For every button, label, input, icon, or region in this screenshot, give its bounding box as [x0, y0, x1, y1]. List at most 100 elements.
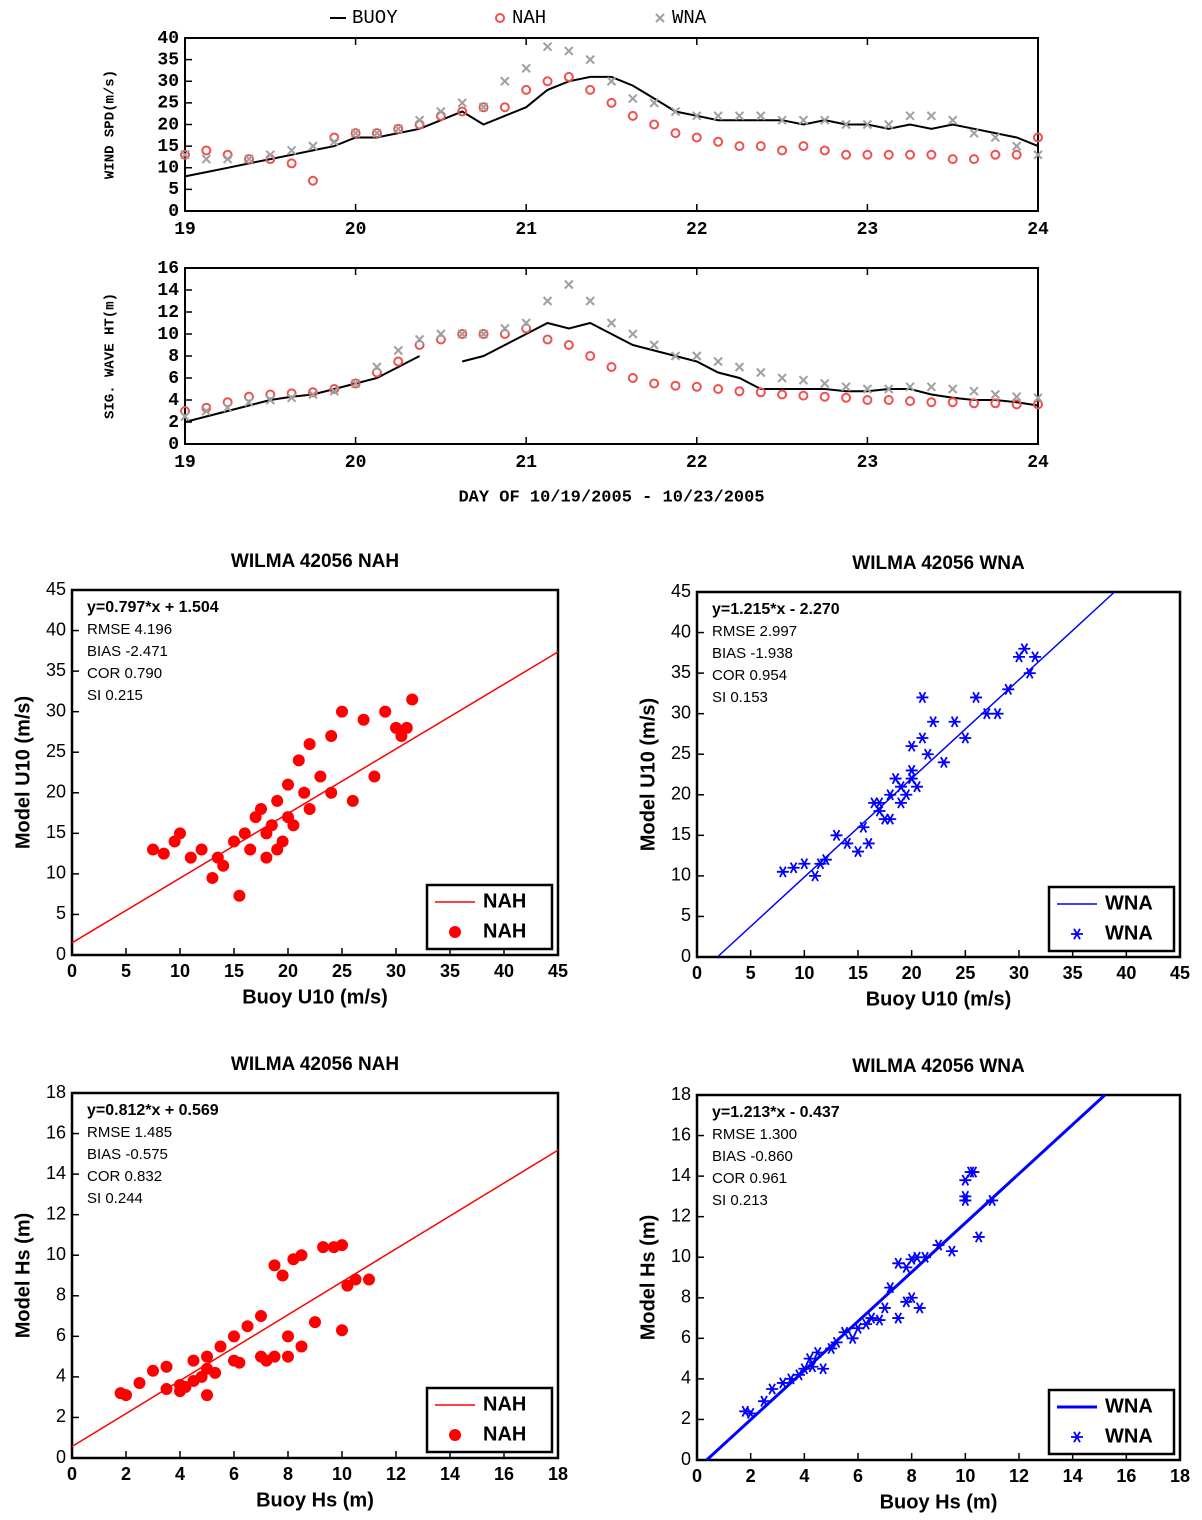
data-point: [357, 713, 370, 726]
data-point: [350, 378, 361, 389]
data-point: [913, 1302, 926, 1314]
data-point: [926, 111, 937, 121]
y-tick-label: 16: [46, 1122, 66, 1142]
data-point: [147, 843, 159, 856]
data-point: [787, 862, 800, 874]
data-point: [500, 323, 510, 334]
data-point: [986, 1194, 999, 1207]
data-point: [222, 402, 233, 413]
legend-label: NAH: [483, 890, 526, 912]
stat-annotation: BIAS -0.575: [87, 1146, 168, 1163]
x-tick-label: 15: [848, 963, 868, 983]
x-tick-label: 18: [548, 1464, 568, 1484]
data-point: [336, 1324, 348, 1337]
data-point: [926, 149, 937, 160]
legend-swatch: [1071, 1431, 1083, 1443]
y-tick-label: 0: [168, 202, 179, 222]
data-point: [798, 390, 809, 401]
stat-annotation: RMSE 1.300: [712, 1126, 797, 1143]
data-point: [271, 843, 284, 856]
data-point: [766, 1383, 779, 1395]
plot-frame: [184, 267, 1039, 445]
data-point: [734, 386, 745, 397]
series-line: [71, 651, 559, 944]
data-point: [852, 1322, 864, 1334]
y-tick-label: 10: [46, 1244, 66, 1264]
data-point: [147, 1364, 159, 1377]
y-tick-label: 20: [46, 782, 66, 802]
x-tick-label: 5: [121, 961, 131, 981]
legend-label: NAH: [483, 1423, 526, 1445]
x-tick-label: 45: [548, 961, 568, 981]
y-tick-label: 8: [168, 347, 179, 367]
data-point: [292, 754, 305, 767]
data-point: [1033, 132, 1043, 143]
data-point: [990, 132, 1001, 143]
stat-annotation: y=0.797*x + 1.504: [87, 599, 219, 616]
plot-frame: [70, 1091, 560, 1460]
y-tick-label: 10: [157, 325, 179, 345]
y-tick-label: 2: [168, 413, 179, 433]
data-point: [948, 716, 961, 728]
data-point: [838, 1326, 851, 1338]
y-tick-label: 15: [671, 824, 691, 844]
data-point: [564, 279, 574, 290]
data-point: [894, 781, 907, 793]
data-point: [379, 705, 392, 718]
stat-annotation: BIAS -2.471: [87, 643, 168, 660]
data-point: [393, 356, 404, 367]
legend-label: WNA: [1105, 892, 1153, 914]
y-tick-label: 5: [681, 905, 691, 925]
data-point: [478, 102, 489, 113]
data-point: [905, 1253, 918, 1265]
data-point: [286, 158, 297, 169]
data-point: [649, 340, 659, 350]
x-tick-label: 10: [170, 961, 190, 981]
stat-annotation: y=0.812*x + 0.569: [87, 1102, 219, 1119]
x-tick-label: 20: [278, 961, 298, 981]
y-tick-label: 18: [46, 1082, 66, 1102]
x-tick-label: 0: [692, 963, 702, 983]
data-point: [841, 837, 854, 850]
data-point: [244, 843, 257, 856]
data-point: [238, 827, 251, 840]
data-point: [303, 803, 316, 815]
data-point: [303, 738, 316, 751]
data-point: [841, 119, 851, 130]
data-point: [627, 110, 638, 121]
data-point: [222, 154, 233, 164]
data-point: [873, 797, 886, 809]
data-point: [174, 1379, 186, 1391]
data-point: [670, 351, 681, 361]
data-point: [393, 124, 403, 134]
data-point: [350, 128, 361, 138]
data-point: [255, 1310, 267, 1323]
data-point: [363, 1273, 375, 1286]
chart-title: WILMA 42056 WNA: [852, 1056, 1025, 1077]
data-point: [884, 813, 897, 825]
data-point: [798, 1363, 811, 1375]
x-tick-label: 12: [386, 1464, 406, 1484]
data-point: [947, 115, 958, 125]
y-tick-label: 12: [671, 1205, 691, 1225]
y-tick-label: 25: [46, 741, 66, 761]
y-tick-label: 2: [56, 1406, 66, 1426]
data-point: [744, 1407, 757, 1420]
data-point: [133, 1376, 146, 1389]
y-tick-label: 25: [671, 743, 691, 763]
y-tick-label: 0: [56, 1447, 66, 1467]
x-tick-label: 25: [955, 963, 975, 983]
series-line: [184, 321, 1039, 423]
x-axis-label: Buoy Hs (m): [256, 1489, 374, 1511]
x-tick-label: 22: [686, 453, 708, 473]
data-point: [628, 93, 638, 104]
y-tick-label: 15: [46, 822, 66, 842]
data-point: [500, 76, 510, 86]
data-point: [400, 721, 413, 734]
data-point: [585, 84, 596, 95]
stat-annotation: SI 0.244: [87, 1190, 143, 1207]
data-point: [819, 854, 832, 866]
y-tick-label: 10: [671, 865, 691, 885]
legend-label: BUOY: [352, 7, 398, 29]
data-point: [564, 46, 574, 56]
